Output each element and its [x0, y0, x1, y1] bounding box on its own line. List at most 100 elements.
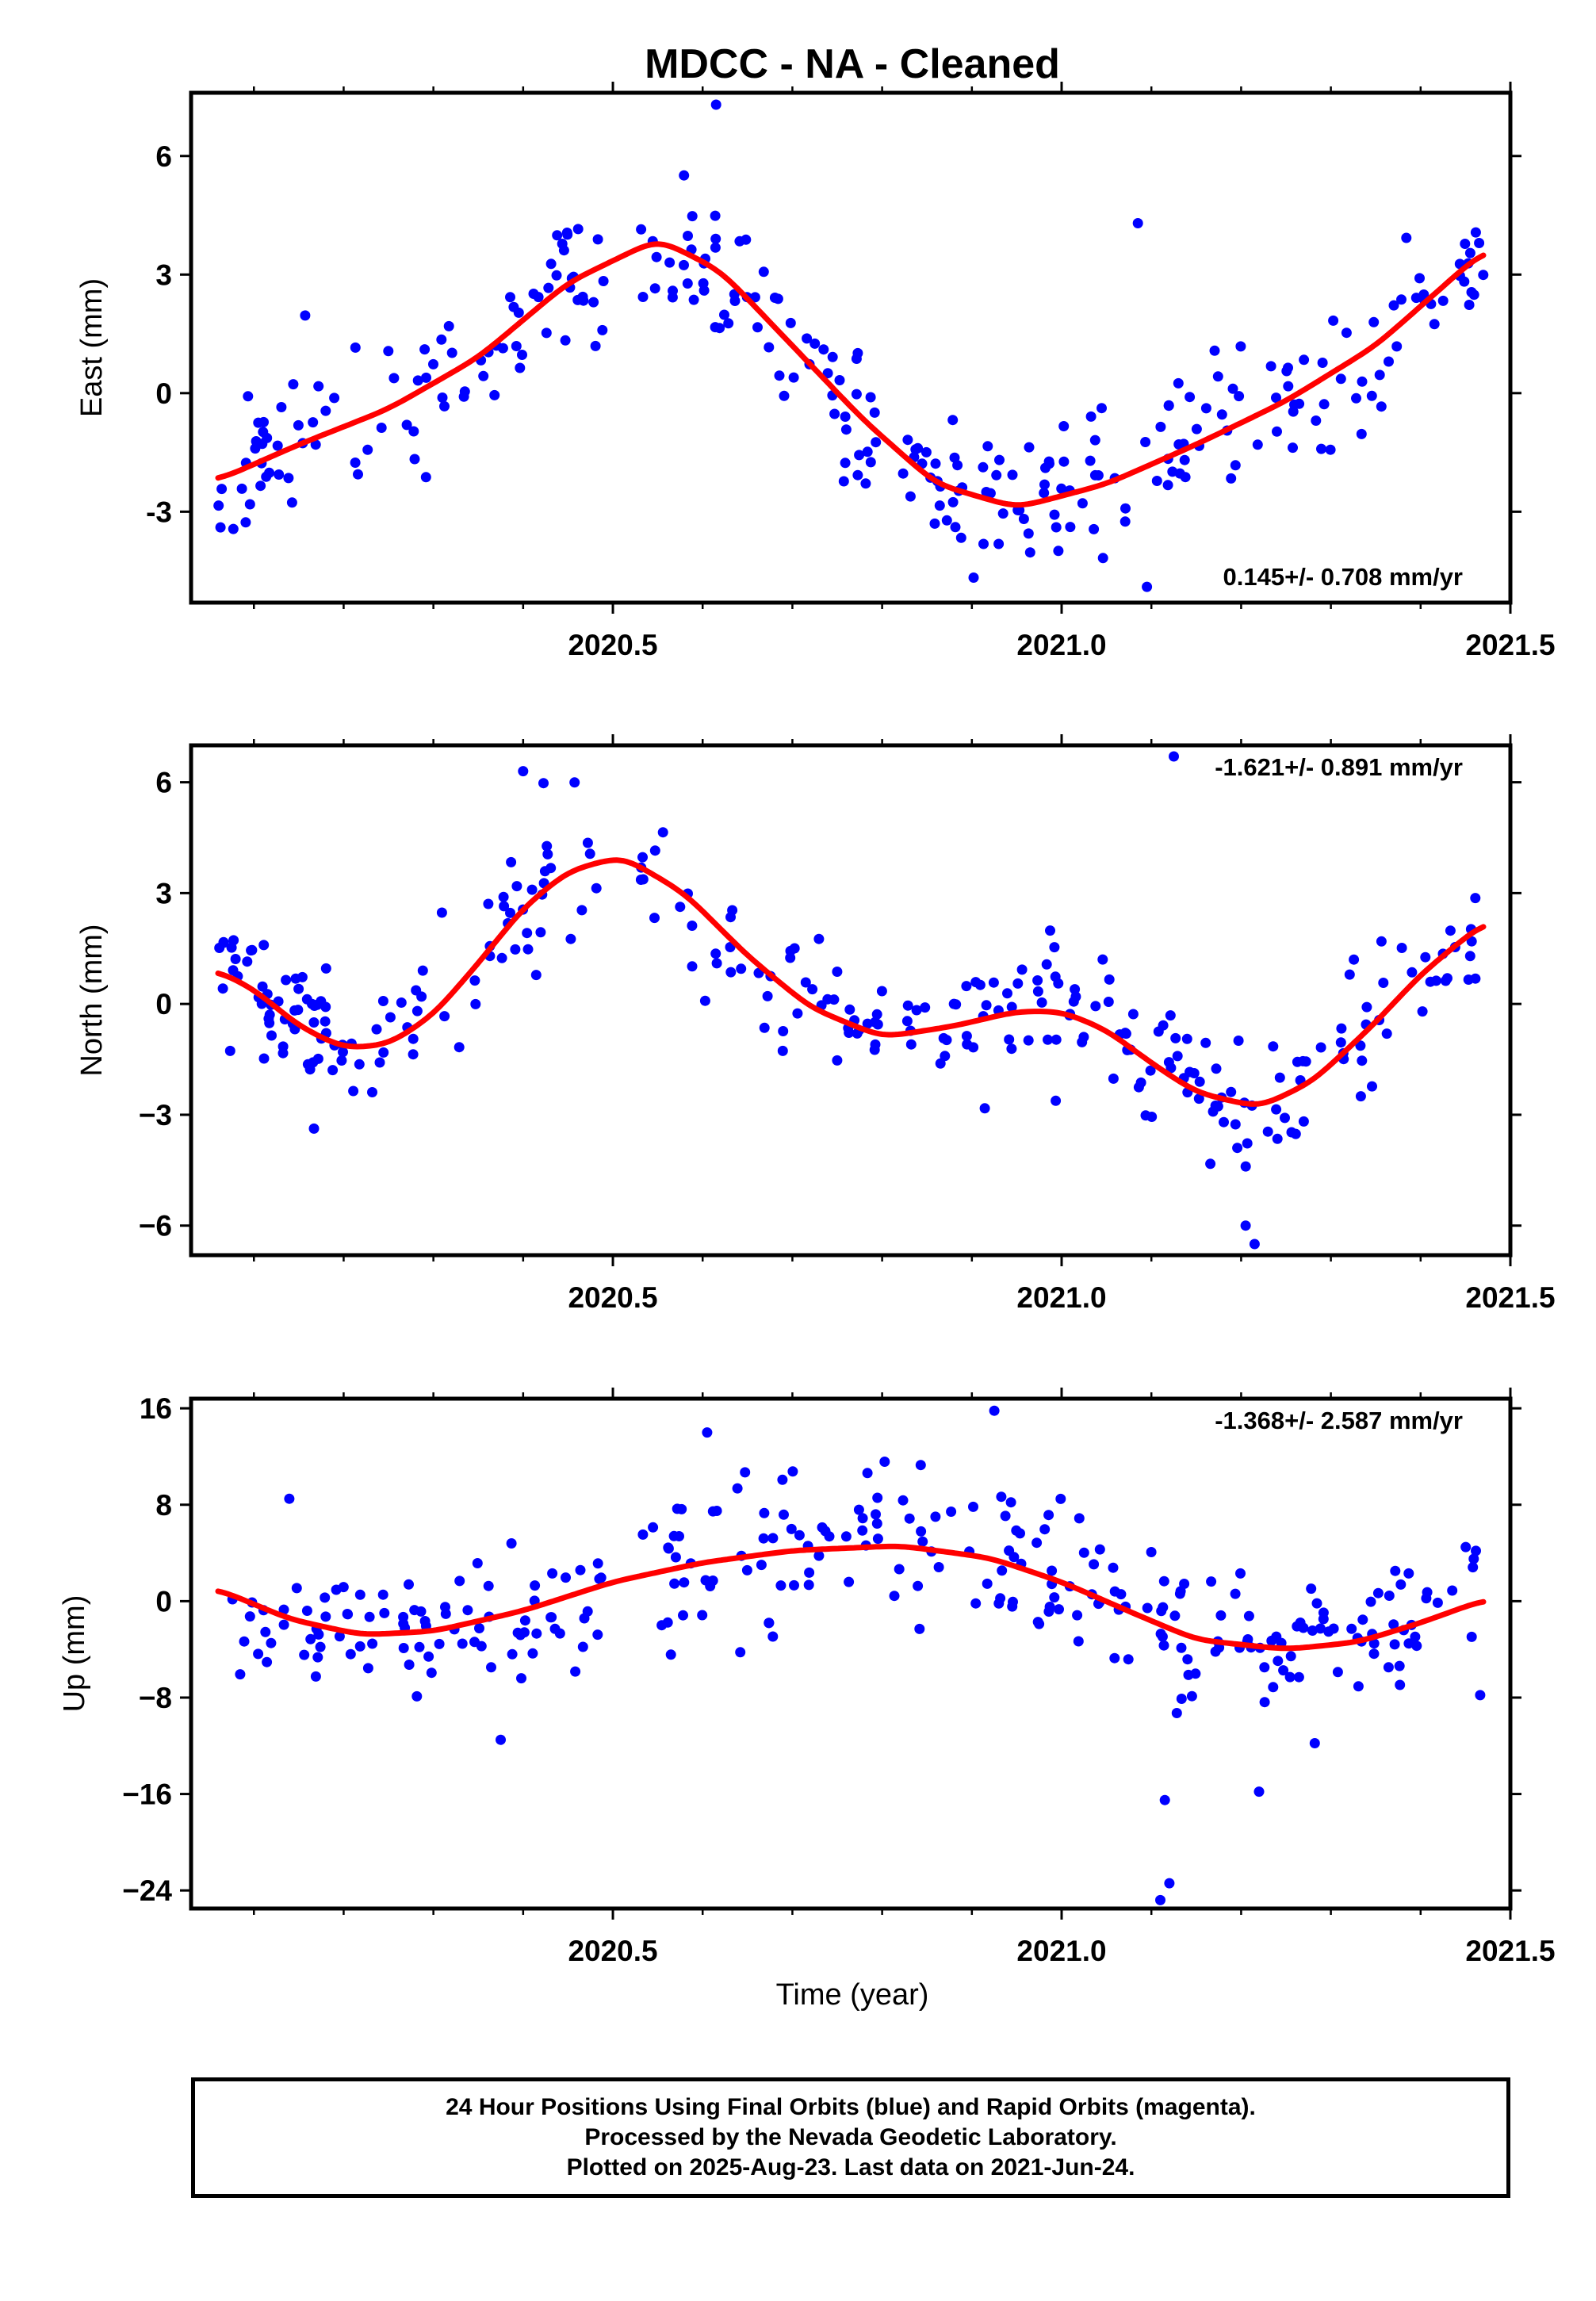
east-xtick-label: 2020.5	[568, 629, 657, 661]
east-point	[1317, 358, 1328, 368]
east-point	[543, 282, 554, 293]
up-point	[1034, 1618, 1045, 1629]
up-point	[840, 1531, 852, 1542]
north-point	[1226, 1086, 1237, 1097]
east-point	[1252, 439, 1263, 450]
up-point	[1368, 1638, 1380, 1649]
east-point	[1335, 373, 1346, 385]
east-point	[1097, 553, 1108, 564]
east-point	[215, 522, 226, 533]
up-point	[1285, 1651, 1296, 1662]
north-point	[1211, 1063, 1222, 1074]
up-point	[857, 1525, 868, 1536]
east-point	[978, 461, 989, 473]
up-point	[262, 1656, 273, 1667]
east-frame	[189, 90, 1513, 605]
up-point	[364, 1611, 375, 1622]
up-point	[1182, 1654, 1193, 1665]
up-point	[665, 1649, 676, 1660]
north-point	[1090, 1001, 1101, 1012]
north-point	[454, 1042, 465, 1053]
north-point	[1300, 1056, 1311, 1067]
up-point	[320, 1611, 331, 1622]
east-point	[749, 292, 760, 303]
up-point	[871, 1509, 881, 1520]
up-point	[320, 1592, 331, 1603]
east-point	[541, 327, 552, 339]
up-point	[284, 1493, 295, 1504]
up-point	[904, 1513, 915, 1524]
east-point	[511, 341, 522, 351]
north-point	[542, 848, 553, 860]
up-ytick-label: −16	[122, 1778, 172, 1811]
east-point	[682, 278, 693, 289]
up-point	[1186, 1690, 1197, 1702]
up-point	[1365, 1596, 1376, 1607]
up-point	[516, 1673, 526, 1684]
east-point	[1227, 383, 1238, 394]
up-point	[930, 1511, 941, 1522]
up-point	[670, 1552, 681, 1563]
north-point	[377, 996, 388, 1006]
up-point	[1243, 1610, 1254, 1621]
up-point	[1411, 1641, 1422, 1652]
up-point	[767, 1631, 779, 1642]
east-ytick-label: 6	[155, 140, 172, 173]
north-point	[230, 954, 241, 964]
up-point	[313, 1629, 324, 1640]
east-point	[517, 350, 527, 360]
east-point	[421, 372, 431, 383]
north-point	[1367, 1081, 1377, 1092]
east-point	[578, 295, 589, 306]
up-point	[592, 1558, 603, 1569]
up-point	[1460, 1541, 1472, 1553]
east-point	[1235, 341, 1246, 352]
north-point	[1170, 1032, 1181, 1043]
figure-title: MDCC - NA - Cleaned	[645, 41, 1060, 87]
east-point	[902, 435, 913, 446]
north-ytick-label: 6	[155, 767, 172, 799]
up-point	[1055, 1493, 1066, 1504]
up-point	[404, 1660, 415, 1670]
east-point	[408, 426, 419, 437]
north-point	[327, 1065, 339, 1076]
up-point	[789, 1579, 799, 1591]
east-point	[710, 210, 721, 221]
east-point	[679, 170, 690, 181]
east-point	[443, 320, 454, 331]
up-ytick-label: −24	[122, 1874, 172, 1907]
up-point	[1108, 1562, 1119, 1573]
up-point	[519, 1615, 530, 1626]
up-point	[857, 1513, 868, 1524]
north-point	[320, 963, 331, 974]
east-point	[827, 351, 838, 362]
up-point	[1284, 1671, 1296, 1683]
north-point	[1463, 974, 1474, 985]
east-point	[1396, 294, 1407, 305]
east-point	[1044, 458, 1054, 469]
up-point	[1475, 1690, 1486, 1701]
up-point	[775, 1580, 787, 1591]
north-point	[1165, 1062, 1177, 1074]
up-frame	[189, 1396, 1513, 1911]
up-y-axis-label: Up (mm)	[58, 1595, 91, 1713]
north-point	[832, 1055, 843, 1066]
east-point	[458, 391, 469, 402]
up-point	[1293, 1671, 1304, 1683]
north-point	[417, 965, 428, 976]
north-point	[1355, 1091, 1366, 1102]
north-point	[920, 1002, 931, 1013]
north-point	[1194, 1076, 1205, 1087]
up-point	[547, 1568, 558, 1579]
east-point	[818, 344, 829, 355]
east-point	[1191, 423, 1202, 435]
east-point	[719, 309, 729, 320]
up-point	[310, 1671, 321, 1682]
up-point	[527, 1648, 538, 1659]
north-point	[506, 856, 517, 867]
up-point	[454, 1575, 465, 1587]
up-point	[637, 1529, 649, 1540]
east-point	[412, 375, 423, 386]
east-point	[869, 407, 880, 418]
east-point	[1226, 473, 1237, 484]
